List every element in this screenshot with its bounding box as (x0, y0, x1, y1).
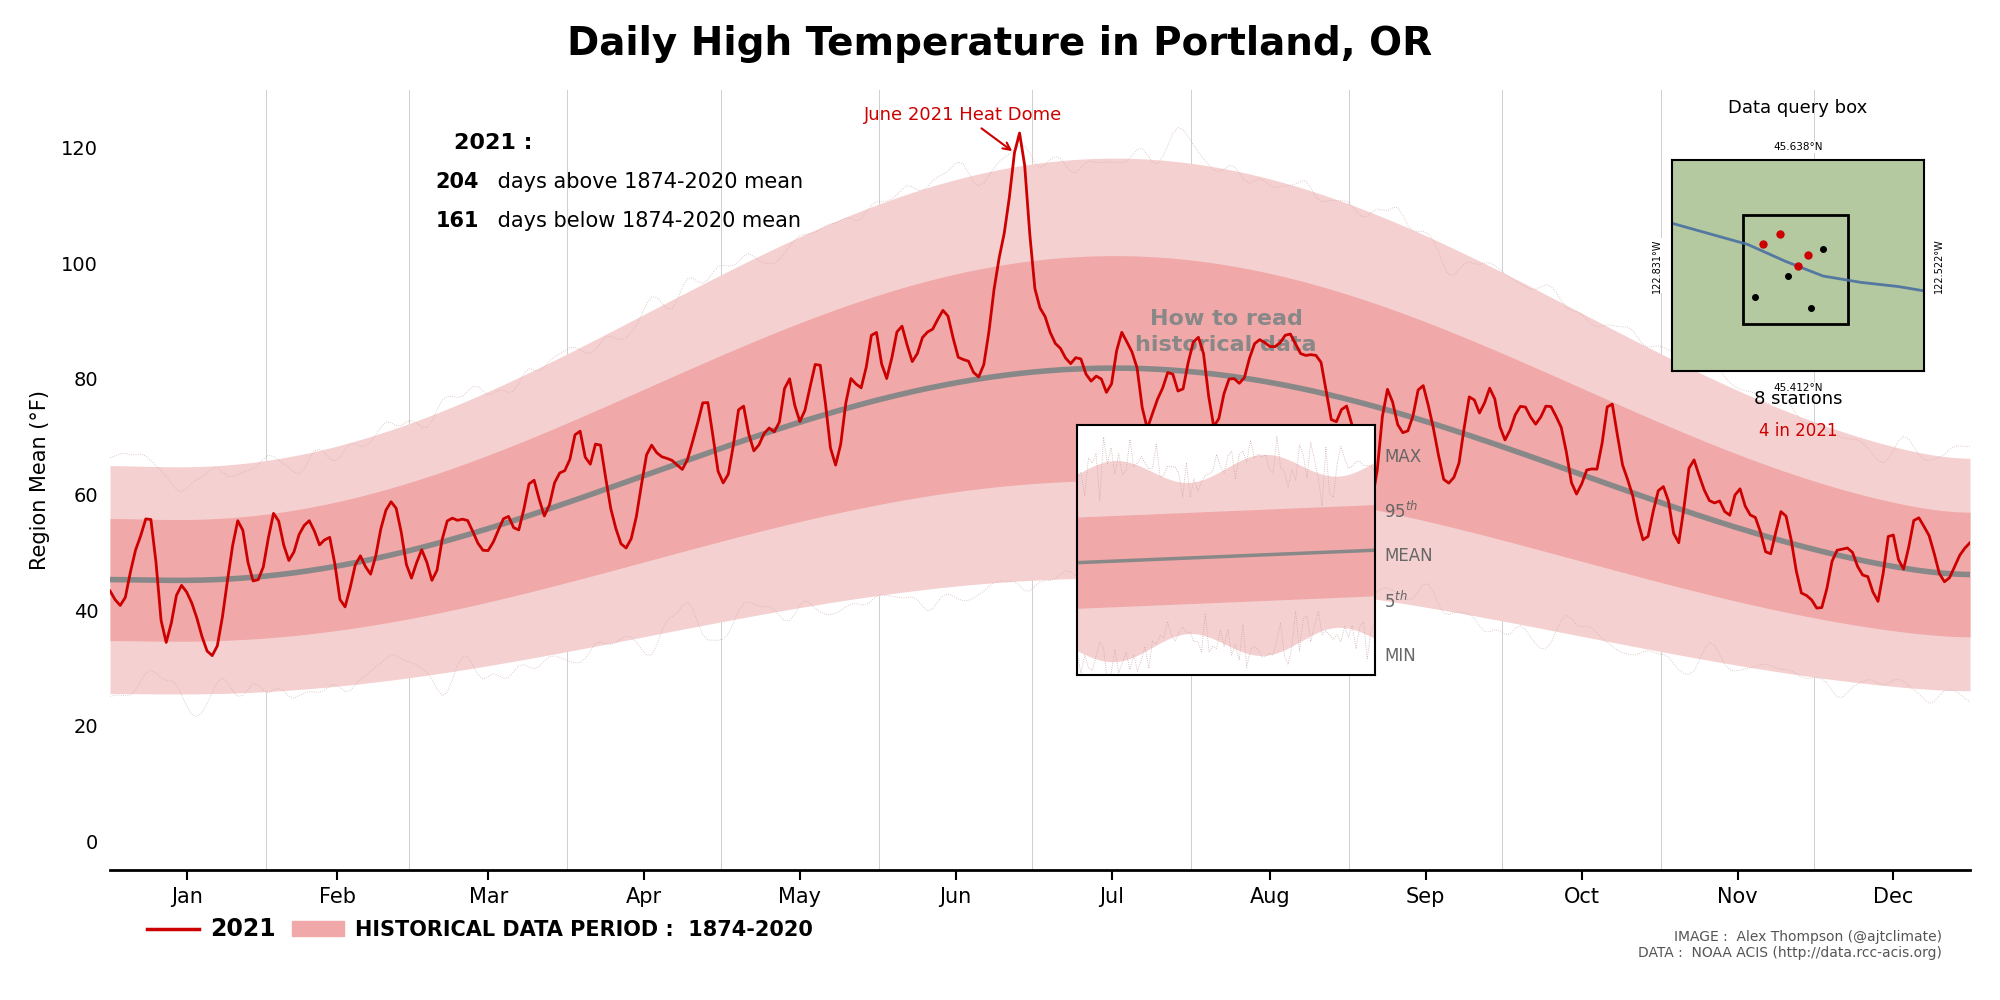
Text: 95$^{th}$: 95$^{th}$ (1384, 501, 1418, 522)
Text: 5$^{th}$: 5$^{th}$ (1384, 591, 1408, 612)
Text: days above 1874-2020 mean: days above 1874-2020 mean (492, 172, 804, 192)
Text: Data query box: Data query box (1728, 99, 1868, 117)
Text: MIN: MIN (1384, 647, 1416, 665)
Text: 4 in 2021: 4 in 2021 (1758, 422, 1838, 440)
Text: Daily High Temperature in Portland, OR: Daily High Temperature in Portland, OR (568, 25, 1432, 63)
Text: MEAN: MEAN (1384, 547, 1432, 565)
Text: IMAGE :  Alex Thompson (@ajtclimate)
DATA :  NOAA ACIS (http://data.rcc-acis.org: IMAGE : Alex Thompson (@ajtclimate) DATA… (1638, 930, 1942, 960)
Text: MAX: MAX (1384, 448, 1422, 466)
Legend: 2021, HISTORICAL DATA PERIOD :  1874-2020: 2021, HISTORICAL DATA PERIOD : 1874-2020 (140, 909, 820, 949)
Y-axis label: Region Mean (°F): Region Mean (°F) (30, 390, 50, 570)
Text: June 2021 Heat Dome: June 2021 Heat Dome (864, 106, 1062, 150)
Text: 161: 161 (436, 211, 480, 231)
Text: How to read
historical data: How to read historical data (1136, 309, 1316, 355)
Text: days below 1874-2020 mean: days below 1874-2020 mean (492, 211, 802, 231)
Text: 2021 :: 2021 : (454, 133, 532, 153)
Text: 204: 204 (436, 172, 480, 192)
Text: 8 stations: 8 stations (1754, 390, 1842, 408)
